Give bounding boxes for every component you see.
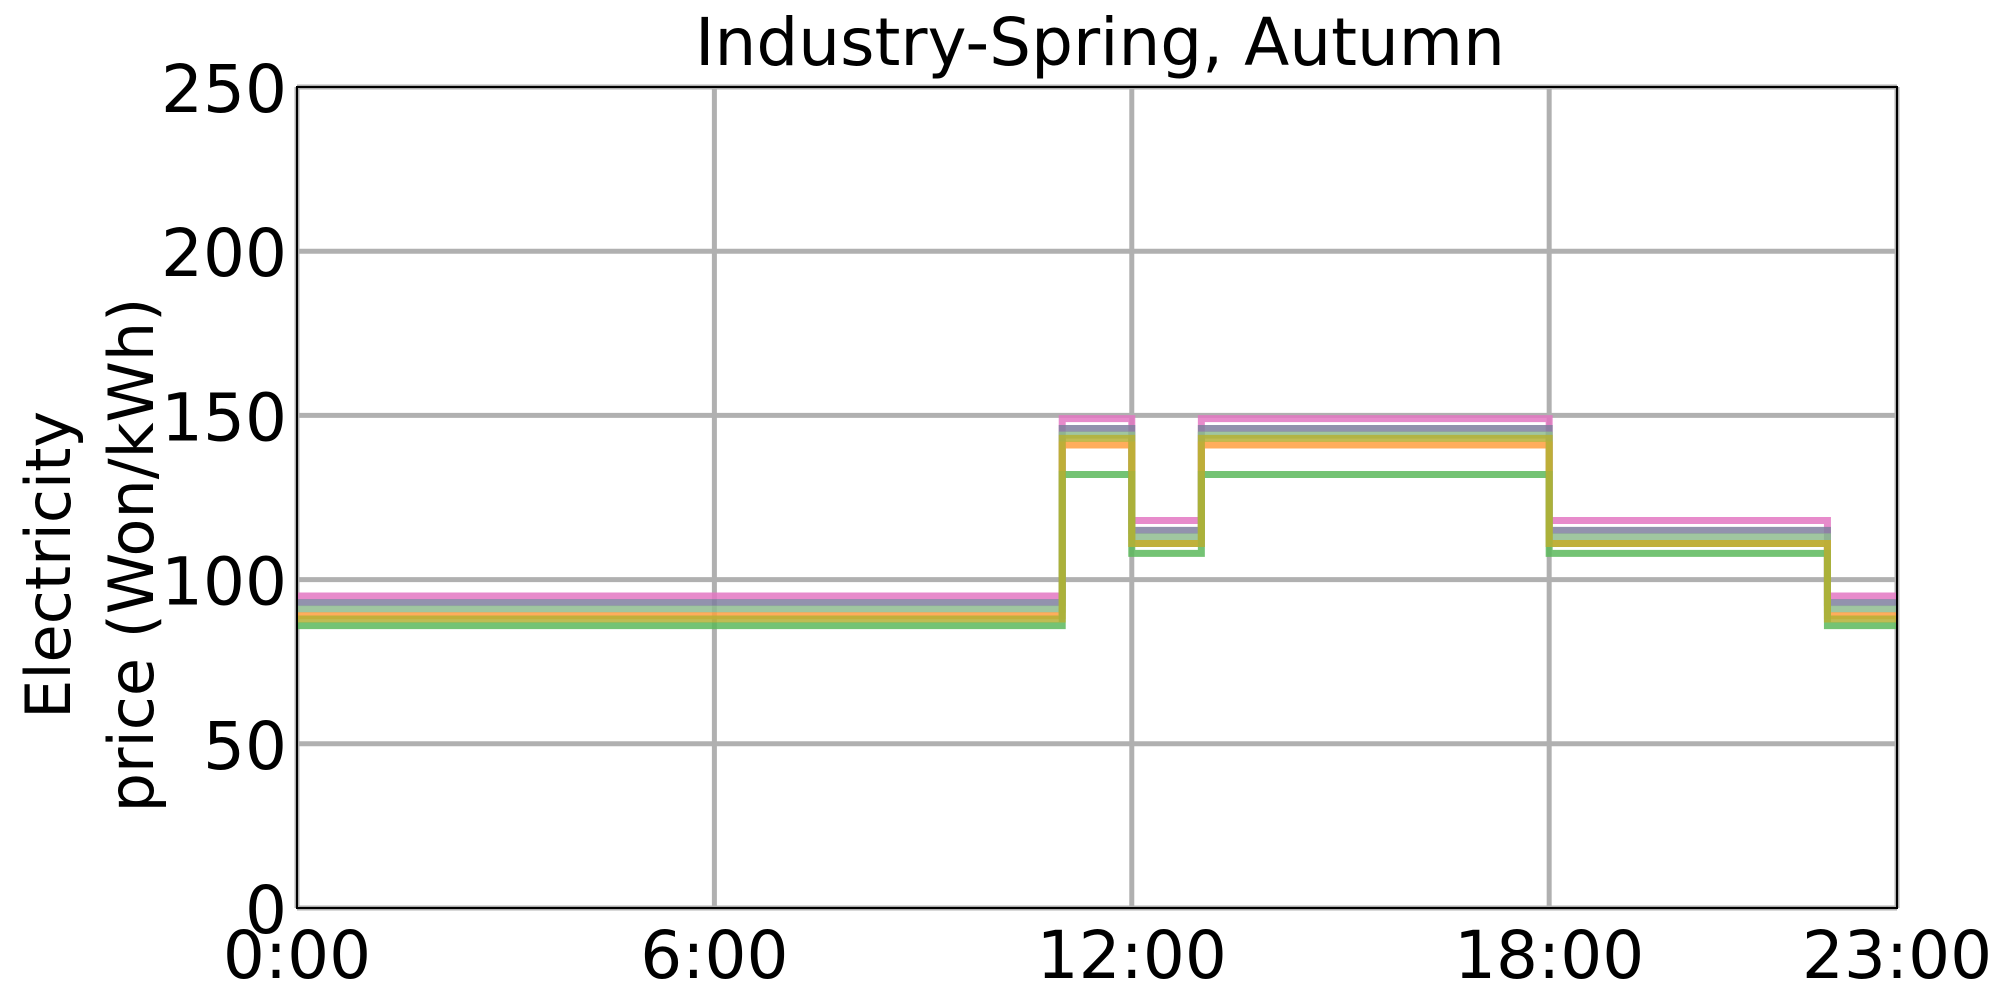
series-group bbox=[297, 415, 1897, 630]
y-tick-label: 150 bbox=[161, 379, 287, 456]
y-tick-label: 100 bbox=[161, 544, 287, 621]
y-axis-label-line-1: Electricity bbox=[12, 411, 85, 719]
x-tick-label: 18:00 bbox=[1454, 917, 1644, 994]
plot-area bbox=[296, 86, 1898, 909]
x-tick-label: 12:00 bbox=[1037, 917, 1227, 994]
chart-title: Industry-Spring, Autumn bbox=[695, 4, 1505, 81]
x-tick-label: 0:00 bbox=[223, 917, 371, 994]
x-tick-label: 6:00 bbox=[640, 917, 788, 994]
y-axis-label-line-2: price (Won/kWh) bbox=[95, 298, 168, 813]
grid bbox=[294, 84, 1900, 911]
x-tick-label: 23:00 bbox=[1802, 917, 1992, 994]
y-tick-label: 200 bbox=[161, 215, 287, 292]
series-line-2 bbox=[297, 425, 1897, 607]
y-tick-label: 0 bbox=[245, 872, 287, 949]
series-line-6 bbox=[297, 434, 1897, 623]
y-tick-label: 250 bbox=[161, 51, 287, 128]
x-axis: 0:00 6:00 12:00 18:00 23:00 bbox=[223, 917, 1992, 994]
y-tick-label: 50 bbox=[203, 708, 287, 785]
y-axis: 0 50 100 150 200 250 bbox=[161, 51, 287, 949]
y-axis-label: Electricity price (Won/kWh) bbox=[12, 298, 168, 813]
